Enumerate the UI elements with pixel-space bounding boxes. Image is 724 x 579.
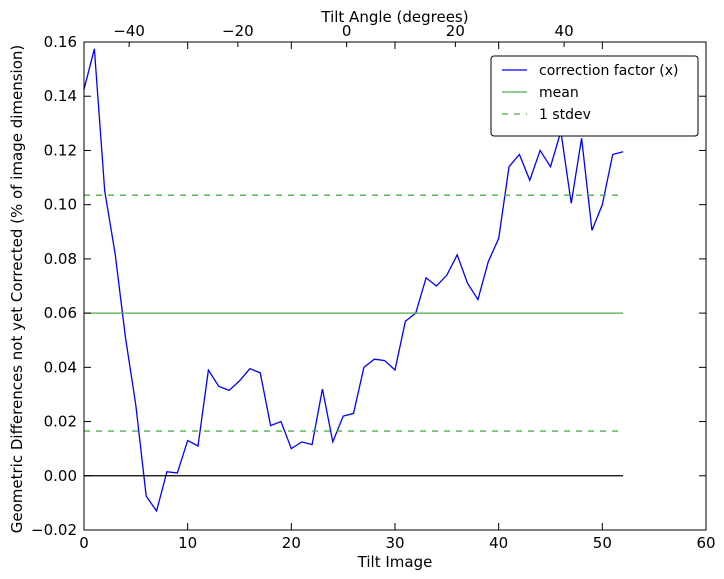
top-x-tick-label: 0: [342, 22, 352, 40]
x-tick-label: 20: [282, 534, 301, 552]
x-tick-label: 0: [79, 534, 89, 552]
legend-label: correction factor (x): [539, 63, 678, 79]
y-tick-label: 0.14: [44, 87, 77, 105]
x-tick-label: 40: [489, 534, 508, 552]
y-tick-label: 0.04: [44, 358, 77, 376]
x-tick-label: 10: [178, 534, 197, 552]
legend-label: 1 stdev: [539, 107, 591, 123]
y-tick-label: 0.10: [44, 196, 77, 214]
top-x-tick-label: 20: [446, 22, 465, 40]
plot-area: [83, 48, 624, 513]
y-tick-label: 0.00: [44, 467, 77, 485]
top-x-axis-title: Tilt Angle (degrees): [320, 8, 468, 26]
y-tick-label: 0.16: [44, 33, 77, 51]
legend: correction factor (x) mean 1 stdev: [490, 55, 699, 137]
top-x-tick-label: −40: [113, 22, 145, 40]
y-tick-label: −0.02: [31, 521, 77, 539]
axes: 0 10 20 30 40 50 60 −0.02 0.00 0.02 0.04 0.06 0.08 0.…: [31, 22, 716, 552]
legend-label: mean: [539, 85, 579, 101]
top-x-tick-label: 40: [555, 22, 574, 40]
legend-box: [490, 55, 699, 137]
x-axis-title: Tilt Image: [357, 553, 433, 571]
x-tick-label: 50: [593, 534, 612, 552]
series-line-0: [83, 48, 624, 513]
x-tick-label: 30: [385, 534, 404, 552]
y-tick-label: 0.06: [44, 304, 77, 322]
y-axis-title: Geometric Differences not yet Corrected …: [8, 45, 26, 534]
top-x-tick-label: −20: [222, 22, 254, 40]
x-tick-label: 60: [696, 534, 715, 552]
y-tick-label: 0.08: [44, 250, 77, 268]
y-tick-label: 0.12: [44, 141, 77, 159]
y-tick-label: 0.02: [44, 413, 77, 431]
